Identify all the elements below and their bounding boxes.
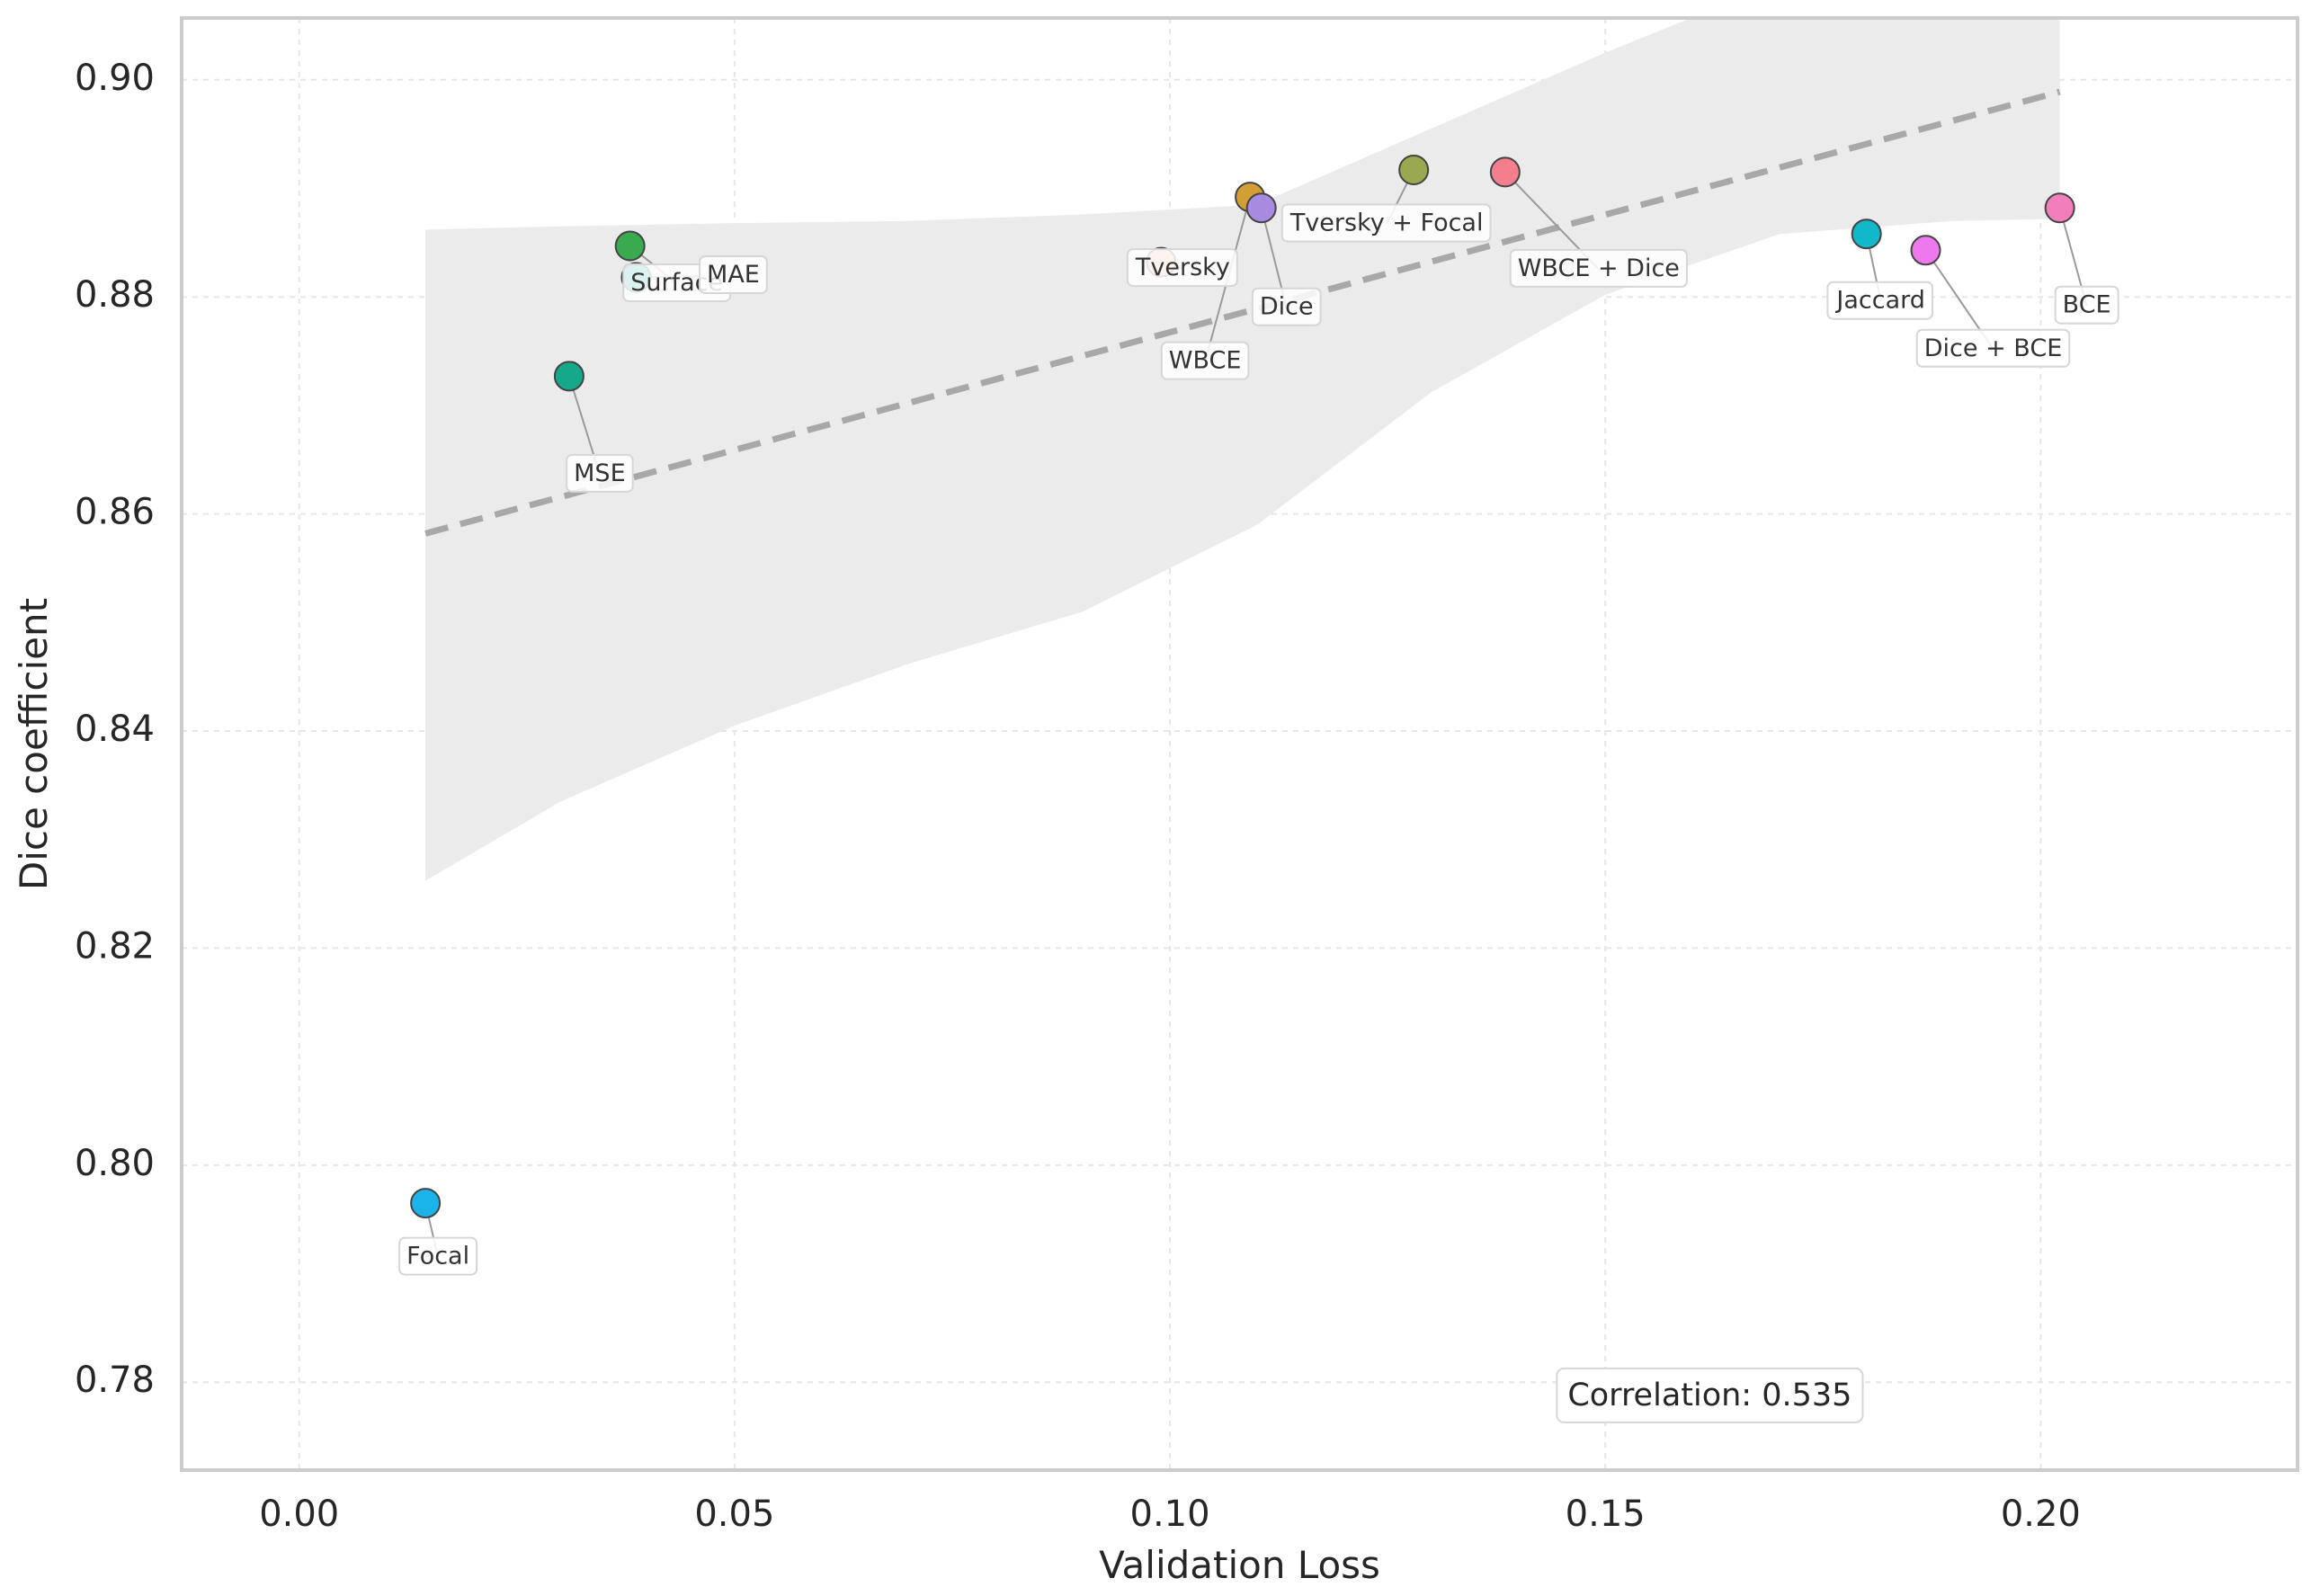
label-box: [1160, 341, 1250, 380]
point-mse: [553, 361, 584, 392]
label-text: WBCE + Dice: [1518, 254, 1680, 282]
y-tick-label: 0.86: [75, 492, 155, 533]
x-tick-label: 0.05: [694, 1493, 774, 1535]
label-text: Tversky + Focal: [1289, 209, 1484, 236]
confidence-band: [425, 18, 2060, 881]
confidence-band-layer: [425, 18, 2060, 881]
y-tick-label: 0.80: [75, 1143, 155, 1184]
label-box: [1915, 328, 2071, 368]
trend-line: [424, 88, 2061, 537]
correlation-annotation: Correlation: 0.535: [1556, 1367, 1864, 1423]
point-label-jaccard: Jaccard: [1826, 281, 1933, 320]
point-label-tversky-focal: Tversky + Focal: [1280, 203, 1492, 243]
label-box: [1826, 281, 1933, 320]
label-text: BCE: [2063, 291, 2111, 319]
label-text: MAE: [707, 261, 760, 289]
point-label-mae: MAE: [699, 254, 768, 294]
y-tick-label: 0.90: [75, 58, 155, 99]
point-label-dice-bce: Dice + BCE: [1915, 328, 2071, 368]
label-text: Tversky: [1135, 254, 1230, 281]
point-dice-bce: [1910, 235, 1941, 266]
point-label-mse: MSE: [566, 453, 634, 493]
plot-frame: [180, 16, 2299, 1472]
label-box: [1509, 248, 1688, 288]
label-box: [1251, 287, 1322, 326]
label-text: MSE: [574, 459, 626, 487]
point-jaccard: [1851, 218, 1882, 250]
label-text: Focal: [406, 1243, 469, 1271]
y-tick-label: 0.78: [75, 1360, 155, 1401]
point-wbce-dice: [1489, 156, 1521, 188]
label-box: [398, 1236, 478, 1276]
point-label-tversky: Tversky: [1126, 248, 1238, 288]
label-text: Dice + BCE: [1924, 334, 2063, 362]
point-focal: [410, 1188, 442, 1219]
label-box: [1280, 203, 1492, 243]
y-tick-label: 0.82: [75, 925, 155, 967]
x-tick-label: 0.10: [1130, 1493, 1210, 1535]
correlation-box: [1556, 1367, 1864, 1423]
label-box: [699, 254, 768, 294]
label-text: Jaccard: [1834, 287, 1925, 315]
point-tversky-focal: [1398, 154, 1430, 185]
x-tick-label: 0.20: [2001, 1493, 2081, 1535]
point-dice: [1245, 192, 1277, 224]
point-label-wbce: WBCE: [1160, 341, 1250, 380]
y-tick-label: 0.88: [75, 274, 155, 316]
point-surface: [614, 230, 646, 262]
point-label-focal: Focal: [398, 1236, 478, 1276]
label-box: [1126, 248, 1238, 288]
point-label-bce: BCE: [2054, 285, 2119, 325]
y-axis-title: Dice coefficient: [12, 598, 56, 890]
x-tick-label: 0.00: [259, 1493, 339, 1535]
label-text: WBCE: [1169, 347, 1242, 375]
y-tick-label: 0.84: [75, 709, 155, 750]
label-box: [566, 453, 634, 493]
point-bce: [2044, 192, 2075, 224]
label-box: [2054, 285, 2119, 325]
label-text: Dice: [1260, 293, 1314, 321]
trend-line-layer: [424, 88, 2061, 537]
x-axis-title: Validation Loss: [1099, 1543, 1380, 1587]
axis-ticks: 0.00 0.05 0.10 0.15 0.20 0.78 0.80 0.82 0.84 0.86…: [75, 58, 2081, 1535]
point-label-wbce-dice: WBCE + Dice: [1509, 248, 1688, 288]
correlation-text: Correlation: 0.535: [1567, 1378, 1851, 1413]
point-label-dice: Dice: [1251, 287, 1322, 326]
x-tick-label: 0.15: [1566, 1493, 1646, 1535]
